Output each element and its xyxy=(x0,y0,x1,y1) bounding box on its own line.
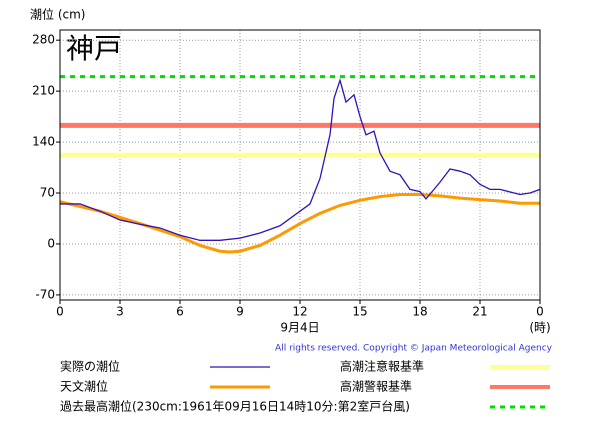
x-tick-label: 12 xyxy=(292,305,307,319)
copyright: All rights reserved. Copyright © Japan M… xyxy=(275,344,553,354)
x-tick-label: 18 xyxy=(412,305,427,319)
x-tick-label: 3 xyxy=(116,305,124,319)
legend-label: 高潮注意報基準 xyxy=(340,359,424,374)
legend-label: 高潮警報基準 xyxy=(340,379,412,394)
x-axis-label: 9月4日 xyxy=(280,321,319,335)
y-tick-label: 210 xyxy=(32,84,55,98)
data-line xyxy=(60,77,541,241)
chart-title: 潮位 (cm) xyxy=(30,7,85,22)
x-tick-label: 0 xyxy=(536,305,544,319)
legend-label: 天文潮位 xyxy=(60,379,108,394)
location-label: 神戸 xyxy=(66,32,122,65)
x-tick-label: 21 xyxy=(472,305,487,319)
data-line xyxy=(59,192,540,254)
y-tick-label: 0 xyxy=(47,236,55,250)
y-tick-label: -70 xyxy=(35,287,55,301)
y-tick-label: 280 xyxy=(32,33,55,47)
x-tick-label: 15 xyxy=(352,305,367,319)
legend-label: 実際の潮位 xyxy=(60,359,120,374)
y-tick-label: 140 xyxy=(32,135,55,149)
legend-label: 過去最高潮位(230cm:1961年09月16日14時10分:第2室戸台風) xyxy=(60,399,410,414)
plot-border xyxy=(59,29,541,301)
y-tick-label: 70 xyxy=(40,186,55,200)
x-tick-label: 6 xyxy=(176,305,184,319)
x-tick-label: 0 xyxy=(56,305,64,319)
x-tick-label: 9 xyxy=(236,305,244,319)
x-unit-label: (時) xyxy=(529,321,550,335)
